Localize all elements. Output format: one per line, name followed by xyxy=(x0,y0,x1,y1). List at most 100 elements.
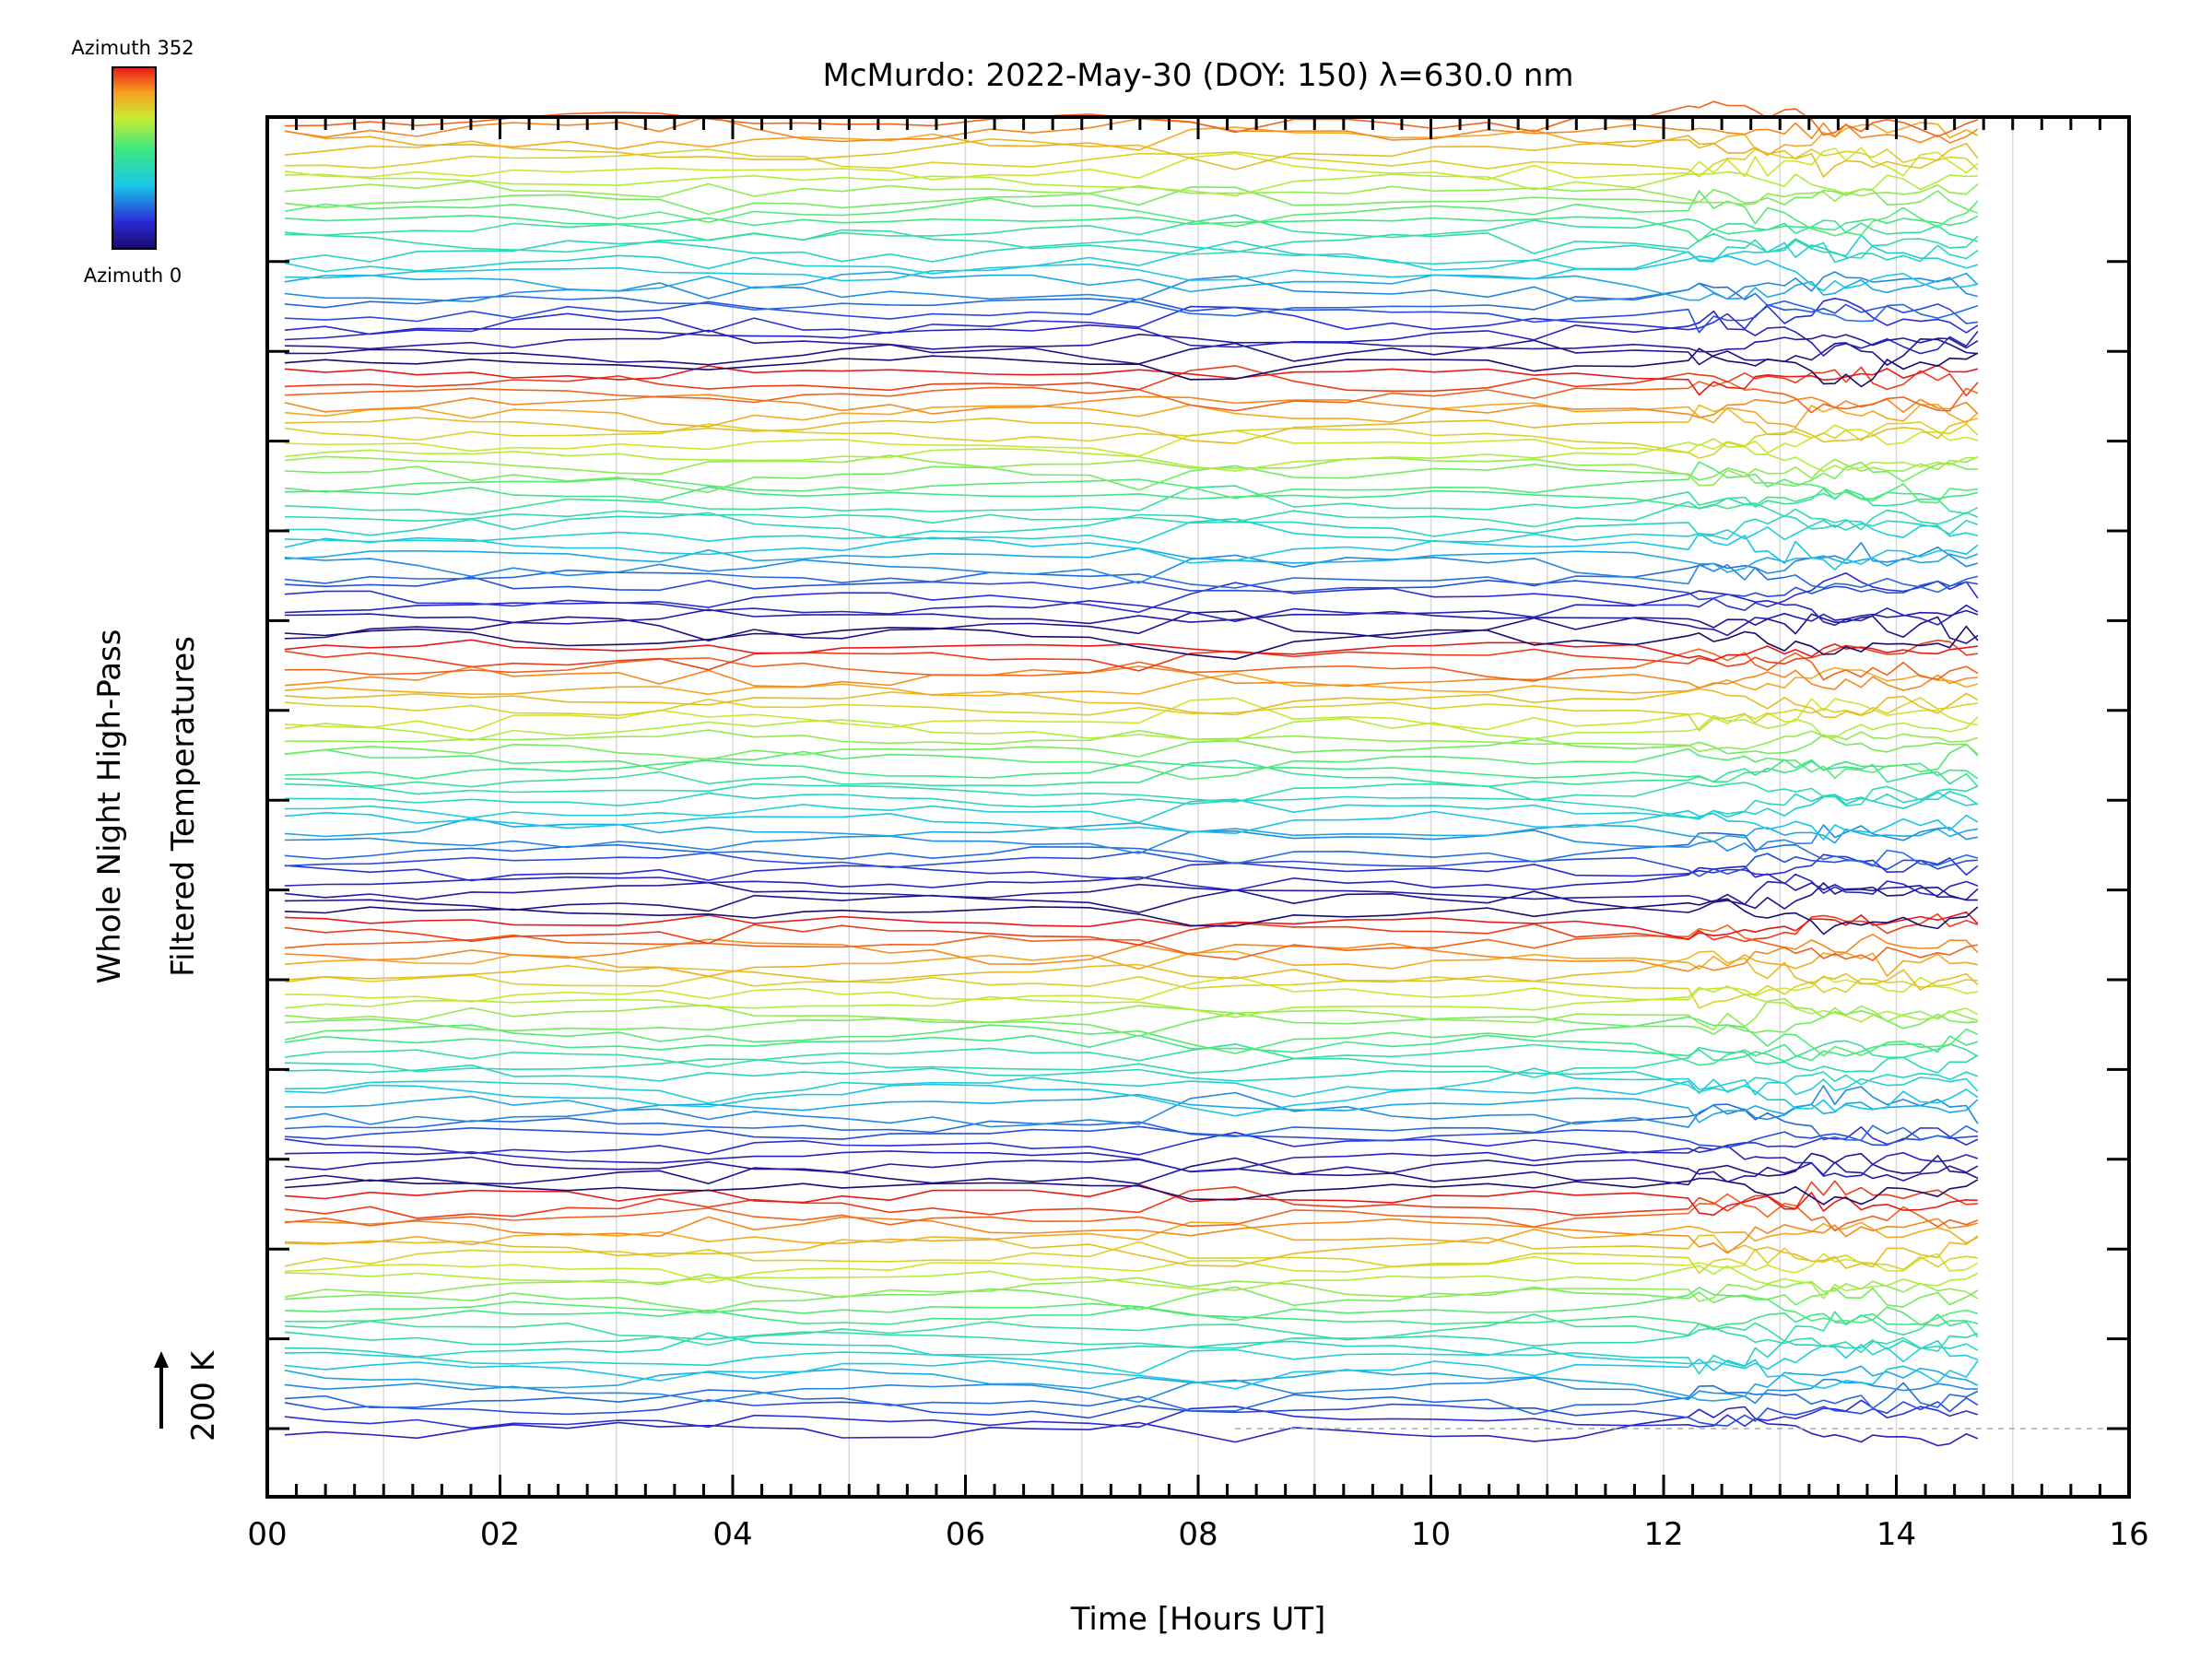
temperature-trace xyxy=(284,180,1979,206)
temperature-trace xyxy=(284,148,1979,178)
x-tick-label: 02 xyxy=(480,1516,520,1553)
temperature-trace xyxy=(284,639,1979,662)
temperature-trace xyxy=(284,402,1979,429)
temperature-trace xyxy=(284,1046,1979,1078)
temperature-trace xyxy=(284,486,1979,510)
temperature-trace xyxy=(284,365,1979,397)
temperature-trace xyxy=(284,1216,1979,1254)
temperature-trace xyxy=(284,1339,1979,1375)
temperature-trace xyxy=(284,1156,1979,1183)
temperature-trace xyxy=(284,714,1979,742)
temperature-traces xyxy=(284,100,1979,1447)
colorbar-bottom-label: Azimuth 0 xyxy=(84,265,182,287)
temperature-trace xyxy=(284,122,1979,157)
temperature-trace xyxy=(284,880,1979,906)
temperature-trace xyxy=(284,912,1979,946)
x-tick-label: 14 xyxy=(1877,1516,1916,1553)
temperature-trace xyxy=(284,1382,1979,1416)
temperature-trace xyxy=(284,734,1979,760)
temperature-trace xyxy=(284,1067,1979,1104)
temperature-trace xyxy=(284,547,1979,573)
colorbar-top-label: Azimuth 352 xyxy=(71,37,194,59)
temperature-trace xyxy=(284,688,1979,719)
temperature-trace xyxy=(284,147,1979,181)
temperature-trace xyxy=(284,1103,1979,1141)
temperature-trace xyxy=(284,542,1979,585)
temperature-trace xyxy=(284,461,1978,494)
temperature-trace xyxy=(284,134,1979,178)
temperature-trace xyxy=(284,329,1979,353)
temperature-trace xyxy=(284,1064,1979,1093)
temperature-trace xyxy=(284,347,1979,388)
temperature-trace xyxy=(284,380,1979,414)
temperature-trace xyxy=(284,1177,1979,1206)
temperature-trace xyxy=(284,1010,1978,1037)
temperature-trace xyxy=(284,1085,1979,1128)
temperature-trace xyxy=(284,394,1979,418)
temperature-trace xyxy=(284,404,1979,444)
temperature-trace xyxy=(284,1399,1979,1430)
temperature-trace xyxy=(284,743,1979,781)
temperature-trace xyxy=(284,1332,1979,1375)
x-tick-label: 16 xyxy=(2109,1516,2148,1553)
temperature-trace xyxy=(284,898,1979,935)
temperature-trace xyxy=(284,1265,1979,1300)
temperature-trace xyxy=(284,985,1979,1023)
temperature-trace xyxy=(284,665,1978,691)
temperature-trace xyxy=(284,497,1979,531)
temperature-trace xyxy=(284,100,1979,137)
temperature-trace xyxy=(284,562,1979,594)
temperature-trace xyxy=(284,310,1979,357)
temperature-trace xyxy=(284,517,1979,544)
temperature-trace xyxy=(284,1221,1979,1246)
vertical-grid xyxy=(382,117,2014,1497)
temperature-trace xyxy=(284,608,1979,637)
temperature-trace xyxy=(284,1145,1979,1178)
temperature-trace xyxy=(284,1396,1979,1427)
temperature-trace xyxy=(284,759,1979,783)
temperature-trace xyxy=(284,229,1979,259)
temperature-trace xyxy=(284,1125,1978,1148)
temperature-trace xyxy=(284,934,1979,972)
temperature-trace xyxy=(284,1180,1978,1219)
temperature-trace xyxy=(284,648,1979,682)
temperature-trace xyxy=(284,438,1978,473)
y-axis-label-line1: Whole Night High-Pass xyxy=(91,629,128,984)
temperature-trace xyxy=(284,666,1979,697)
temperature-trace xyxy=(284,1078,1979,1117)
temperature-trace xyxy=(284,759,1979,788)
temperature-trace xyxy=(284,271,1979,301)
temperature-trace xyxy=(284,485,1979,516)
temperature-trace xyxy=(284,1286,1979,1312)
temperature-trace xyxy=(284,282,1979,323)
temperature-trace xyxy=(284,238,1979,265)
temperature-trace xyxy=(284,882,1978,913)
x-tick-labels: 00 02 04 06 08 10 12 14 16 xyxy=(247,1516,2148,1553)
temperature-trace xyxy=(284,1306,1979,1329)
x-tick-label: 12 xyxy=(1643,1516,1683,1553)
temperature-trace xyxy=(284,254,1979,292)
temperature-trace xyxy=(284,1193,1979,1232)
temperature-trace xyxy=(284,1234,1979,1269)
temperature-trace xyxy=(284,1327,1979,1354)
temperature-trace xyxy=(284,697,1978,732)
chart-title: McMurdo: 2022-May-30 (DOY: 150) λ=630.0 … xyxy=(822,57,1573,94)
x-tick-label: 04 xyxy=(712,1516,752,1553)
x-tick-label: 10 xyxy=(1411,1516,1451,1553)
temperature-trace xyxy=(284,424,1979,457)
temperature-trace xyxy=(284,697,1979,733)
temperature-trace xyxy=(284,1241,1979,1274)
axis-ticks xyxy=(265,117,2131,1497)
x-tick-label: 08 xyxy=(1178,1516,1218,1553)
temperature-trace xyxy=(284,571,1979,614)
temperature-trace xyxy=(284,1183,1978,1217)
temperature-trace xyxy=(284,610,1979,644)
temperature-trace xyxy=(284,214,1979,242)
temperature-trace xyxy=(284,1040,1979,1068)
x-axis-label: Time [Hours UT] xyxy=(1070,1601,1326,1638)
temperature-trace xyxy=(284,590,1979,627)
temperature-trace xyxy=(284,950,1979,978)
temperature-trace xyxy=(284,1406,1979,1447)
temperature-trace xyxy=(284,817,1979,844)
